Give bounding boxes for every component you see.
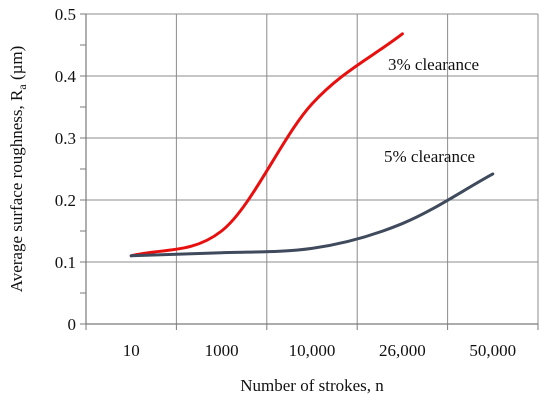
y-tick-label: 0.3 bbox=[55, 129, 76, 148]
series-lines bbox=[129, 32, 495, 258]
y-tick-label: 0 bbox=[68, 315, 77, 334]
axis-ticks: 0 0.1 0.2 0.3 0.4 0.5 10 1000 10,000 26,000 50,000 bbox=[55, 5, 539, 360]
x-axis-label: Number of strokes, n bbox=[240, 376, 384, 395]
series-line-3pct-clearance bbox=[129, 32, 404, 258]
y-axis-label-subscript: a bbox=[15, 84, 29, 90]
series-line-5pct-clearance bbox=[129, 172, 495, 258]
y-tick-label: 0.1 bbox=[55, 253, 76, 272]
x-tick-label: 26,000 bbox=[379, 341, 426, 360]
x-tick-label: 10,000 bbox=[289, 341, 336, 360]
labels: Number of strokes, n Average surface rou… bbox=[7, 46, 479, 395]
y-tick-label: 0.2 bbox=[55, 191, 76, 210]
grid bbox=[86, 13, 539, 324]
y-axis-label: Average surface roughness, Ra (µm) bbox=[7, 46, 29, 293]
y-axis-label-main: Average surface roughness, R bbox=[7, 89, 26, 292]
y-tick-label: 0.5 bbox=[55, 5, 76, 24]
y-axis-label-unit: (µm) bbox=[7, 46, 26, 85]
y-tick-label: 0.4 bbox=[55, 67, 77, 86]
series-label-3pct-clearance: 3% clearance bbox=[388, 55, 479, 74]
x-tick-label: 10 bbox=[123, 341, 140, 360]
x-tick-label: 50,000 bbox=[469, 341, 516, 360]
series-label-5pct-clearance: 5% clearance bbox=[384, 147, 475, 166]
x-tick-label: 1000 bbox=[205, 341, 239, 360]
